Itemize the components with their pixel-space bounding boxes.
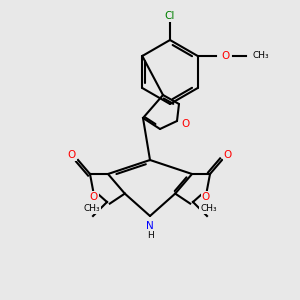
Text: CH₃: CH₃: [253, 52, 269, 61]
Text: O: O: [202, 192, 210, 202]
Text: O: O: [90, 192, 98, 202]
Text: N: N: [146, 221, 154, 231]
Text: H: H: [147, 232, 153, 241]
Text: CH₃: CH₃: [83, 204, 100, 213]
Text: CH₃: CH₃: [200, 204, 217, 213]
Text: O: O: [222, 51, 230, 61]
Text: O: O: [68, 150, 76, 160]
Text: O: O: [181, 119, 189, 129]
Text: Cl: Cl: [165, 11, 175, 21]
Text: O: O: [224, 150, 232, 160]
